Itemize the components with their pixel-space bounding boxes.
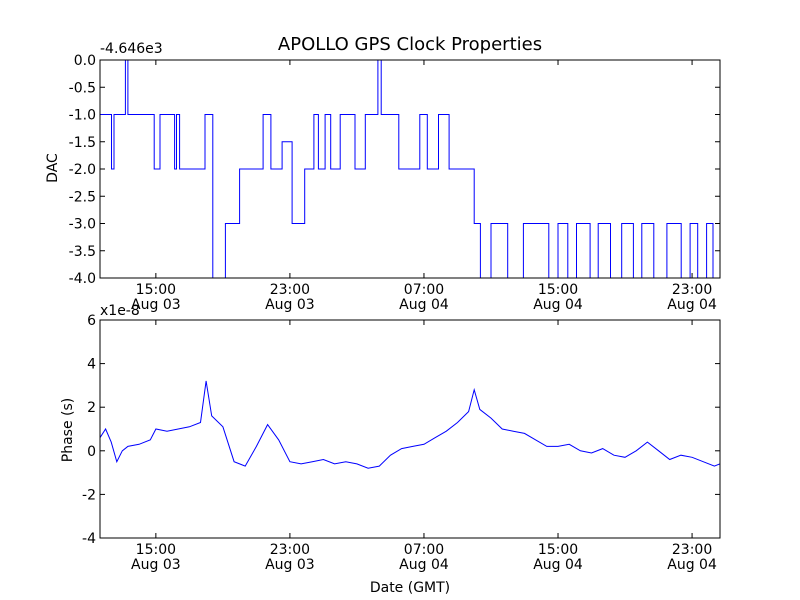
dac-y-tick-label: -3.5 <box>69 244 96 260</box>
dac-x-tick-date-label: Aug 03 <box>131 297 181 313</box>
dac-x-tick-date-label: Aug 04 <box>399 297 449 313</box>
phase-panel: x1e-8 Phase (s) Date (GMT) -4 -2 0 2 4 6 15:00… <box>60 303 721 596</box>
phase-x-tick-date-label: Aug 04 <box>399 557 449 573</box>
phase-x-tick-label: 15:00 <box>538 542 578 558</box>
phase-x-tick-date-label: Aug 04 <box>533 557 583 573</box>
phase-x-tick-label: 07:00 <box>404 542 444 558</box>
dac-y-tick-label: -2.0 <box>69 162 96 178</box>
dac-series-line <box>100 60 720 278</box>
dac-y-tick-label: -1.0 <box>69 108 96 124</box>
dac-x-tick-date-label: Aug 03 <box>265 297 315 313</box>
phase-series-line <box>100 380 720 469</box>
figure-title: APOLLO GPS Clock Properties <box>278 34 542 55</box>
phase-plot-area <box>100 380 720 469</box>
phase-x-tick-label: 23:00 <box>270 542 310 558</box>
dac-plot-area <box>100 60 720 278</box>
dac-y-axis-label: DAC <box>45 153 61 183</box>
dac-x-tick-label: 23:00 <box>672 282 712 298</box>
phase-y-tick-label: 0 <box>87 444 96 460</box>
dac-panel: -4.646e3 DAC -4.0 -3.5 -3.0 -2.5 -2.0 -1.5 -1.… <box>45 41 721 313</box>
phase-axes-frame <box>99 319 721 539</box>
phase-y-axis-label: Phase (s) <box>60 398 76 462</box>
phase-x-tick-date-label: Aug 04 <box>667 557 717 573</box>
dac-x-tick-label: 07:00 <box>404 282 444 298</box>
dac-x-tick-date-label: Aug 04 <box>667 297 717 313</box>
phase-y-tick-label: 2 <box>87 400 96 416</box>
dac-x-tick-label: 15:00 <box>538 282 578 298</box>
phase-x-tick-label: 23:00 <box>672 542 712 558</box>
dac-tick-group: -4.0 -3.5 -3.0 -2.5 -2.0 -1.5 -1.0 -0.5 0.0 15:00… <box>69 53 720 313</box>
phase-x-tick-date-label: Aug 03 <box>265 557 315 573</box>
phase-x-tick-label: 15:00 <box>136 542 176 558</box>
dac-x-tick-label: 23:00 <box>270 282 310 298</box>
phase-y-tick-label: -2 <box>82 487 96 503</box>
dac-y-tick-label: -1.5 <box>69 135 96 151</box>
phase-y-tick-label: 6 <box>87 313 96 329</box>
dac-y-tick-label: -2.5 <box>69 189 96 205</box>
phase-offset-text: x1e-8 <box>100 303 140 319</box>
dac-x-tick-label: 15:00 <box>136 282 176 298</box>
dac-y-tick-label: -4.0 <box>69 271 96 287</box>
phase-x-axis-label: Date (GMT) <box>370 580 450 596</box>
dac-y-tick-label: -0.5 <box>69 80 96 96</box>
phase-x-tick-date-label: Aug 03 <box>131 557 181 573</box>
dac-y-tick-label: -3.0 <box>69 217 96 233</box>
phase-y-tick-label: 4 <box>87 357 96 373</box>
dac-axes-frame <box>99 59 721 279</box>
dac-x-tick-date-label: Aug 04 <box>533 297 583 313</box>
dac-y-tick-label: 0.0 <box>74 53 96 69</box>
phase-y-tick-label: -4 <box>82 531 96 547</box>
dac-offset-text: -4.646e3 <box>100 41 163 57</box>
